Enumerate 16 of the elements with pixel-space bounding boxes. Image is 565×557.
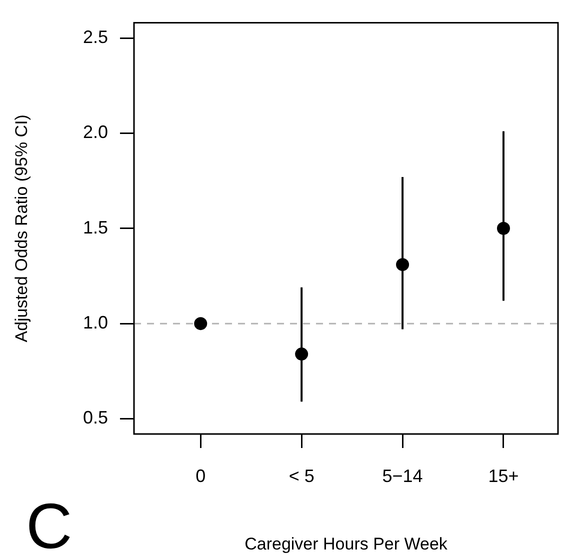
point [496,222,510,235]
x-tick-label: 15+ [488,466,519,486]
y-tick-label: 0.5 [82,408,108,428]
y-tick-label: 1.5 [82,217,108,238]
y-tick-label: 1.0 [82,312,108,333]
y-tick-label: 2.5 [82,27,108,47]
x-tick-label: 0 [196,466,206,486]
x-axis-title: Caregiver Hours Per Week [244,534,448,554]
y-tick-label: 2.0 [82,122,108,142]
point [396,258,410,272]
x-tick-label: < 5 [288,466,314,486]
x-tick-label: 5−14 [382,466,423,486]
y-axis-title: Adjusted Odds Ratio (95% CI) [12,114,31,342]
point [194,317,208,330]
point [295,348,308,361]
text: C [26,490,72,557]
